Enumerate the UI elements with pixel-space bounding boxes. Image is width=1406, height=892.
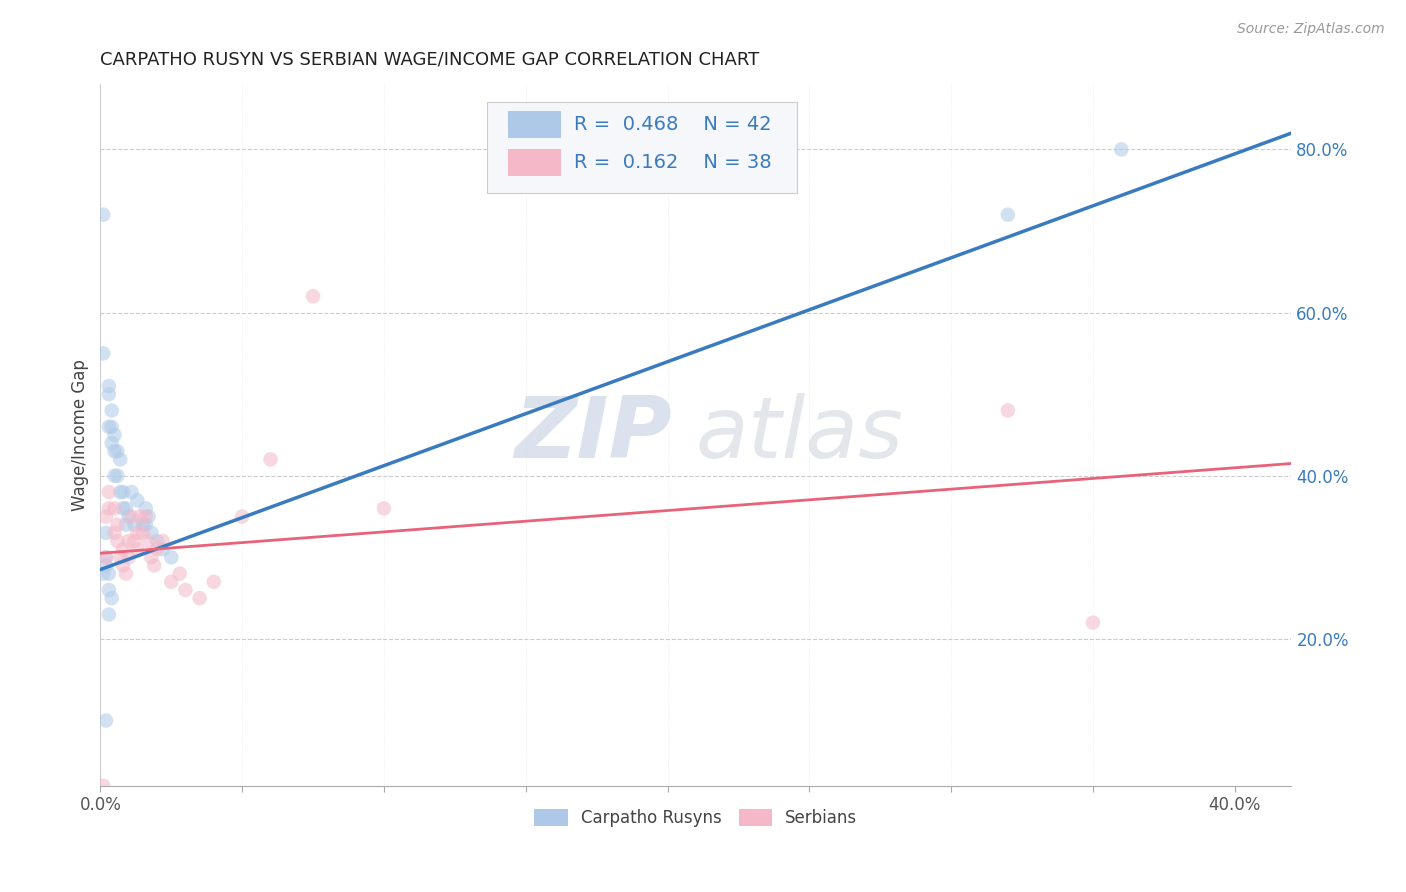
- Point: [112, 485, 135, 500]
- Point: [169, 566, 191, 581]
- Text: atlas: atlas: [696, 393, 904, 476]
- Text: CARPATHO RUSYN VS SERBIAN WAGE/INCOME GAP CORRELATION CHART: CARPATHO RUSYN VS SERBIAN WAGE/INCOME GA…: [100, 51, 759, 69]
- Y-axis label: Wage/Income Gap: Wage/Income Gap: [72, 359, 89, 511]
- Point: [132, 525, 155, 540]
- Point: [138, 509, 160, 524]
- Point: [100, 419, 122, 434]
- FancyBboxPatch shape: [508, 112, 561, 138]
- Point: [302, 289, 325, 303]
- Point: [94, 558, 117, 573]
- Point: [121, 485, 143, 500]
- Point: [135, 517, 157, 532]
- Point: [103, 468, 125, 483]
- Point: [100, 403, 122, 417]
- Point: [97, 387, 120, 401]
- Point: [188, 591, 211, 606]
- Point: [94, 550, 117, 565]
- Point: [146, 542, 169, 557]
- Point: [105, 517, 128, 532]
- Point: [91, 346, 114, 360]
- Point: [138, 534, 160, 549]
- Point: [373, 501, 395, 516]
- Text: Source: ZipAtlas.com: Source: ZipAtlas.com: [1237, 22, 1385, 37]
- Point: [100, 436, 122, 450]
- Point: [152, 542, 174, 557]
- Point: [118, 509, 141, 524]
- Point: [103, 501, 125, 516]
- Point: [124, 517, 146, 532]
- Point: [97, 501, 120, 516]
- Point: [97, 379, 120, 393]
- Point: [231, 509, 253, 524]
- Point: [91, 779, 114, 793]
- Point: [127, 525, 149, 540]
- Point: [141, 525, 163, 540]
- Point: [174, 582, 197, 597]
- Point: [997, 403, 1019, 417]
- Point: [160, 574, 183, 589]
- Point: [97, 582, 120, 597]
- Text: R =  0.468    N = 42: R = 0.468 N = 42: [575, 115, 772, 135]
- Point: [94, 550, 117, 565]
- Point: [1111, 142, 1133, 156]
- Point: [103, 525, 125, 540]
- Point: [1081, 615, 1104, 630]
- Point: [91, 208, 114, 222]
- Point: [103, 428, 125, 442]
- Point: [121, 509, 143, 524]
- Point: [112, 542, 135, 557]
- Point: [124, 534, 146, 549]
- Point: [118, 534, 141, 549]
- Point: [115, 566, 138, 581]
- Point: [146, 534, 169, 549]
- FancyBboxPatch shape: [488, 102, 797, 193]
- Text: ZIP: ZIP: [515, 393, 672, 476]
- Point: [97, 485, 120, 500]
- Point: [160, 550, 183, 565]
- Point: [97, 566, 120, 581]
- Point: [135, 501, 157, 516]
- Point: [127, 493, 149, 508]
- Point: [108, 485, 131, 500]
- FancyBboxPatch shape: [508, 149, 561, 176]
- Text: R =  0.162    N = 38: R = 0.162 N = 38: [575, 153, 772, 172]
- Point: [127, 542, 149, 557]
- Point: [129, 509, 152, 524]
- Legend: Carpatho Rusyns, Serbians: Carpatho Rusyns, Serbians: [527, 802, 865, 834]
- Point: [91, 566, 114, 581]
- Point: [202, 574, 225, 589]
- Point: [105, 468, 128, 483]
- Point: [115, 517, 138, 532]
- Point: [259, 452, 281, 467]
- Point: [112, 558, 135, 573]
- Point: [97, 607, 120, 622]
- Point: [103, 444, 125, 458]
- Point: [132, 517, 155, 532]
- Point: [108, 550, 131, 565]
- Point: [141, 550, 163, 565]
- Point: [115, 501, 138, 516]
- Point: [94, 714, 117, 728]
- Point: [152, 534, 174, 549]
- Point: [94, 525, 117, 540]
- Point: [94, 509, 117, 524]
- Point: [112, 501, 135, 516]
- Point: [997, 208, 1019, 222]
- Point: [135, 509, 157, 524]
- Point: [105, 444, 128, 458]
- Point: [105, 534, 128, 549]
- Point: [100, 591, 122, 606]
- Point: [143, 558, 166, 573]
- Point: [97, 419, 120, 434]
- Point: [118, 550, 141, 565]
- Point: [108, 452, 131, 467]
